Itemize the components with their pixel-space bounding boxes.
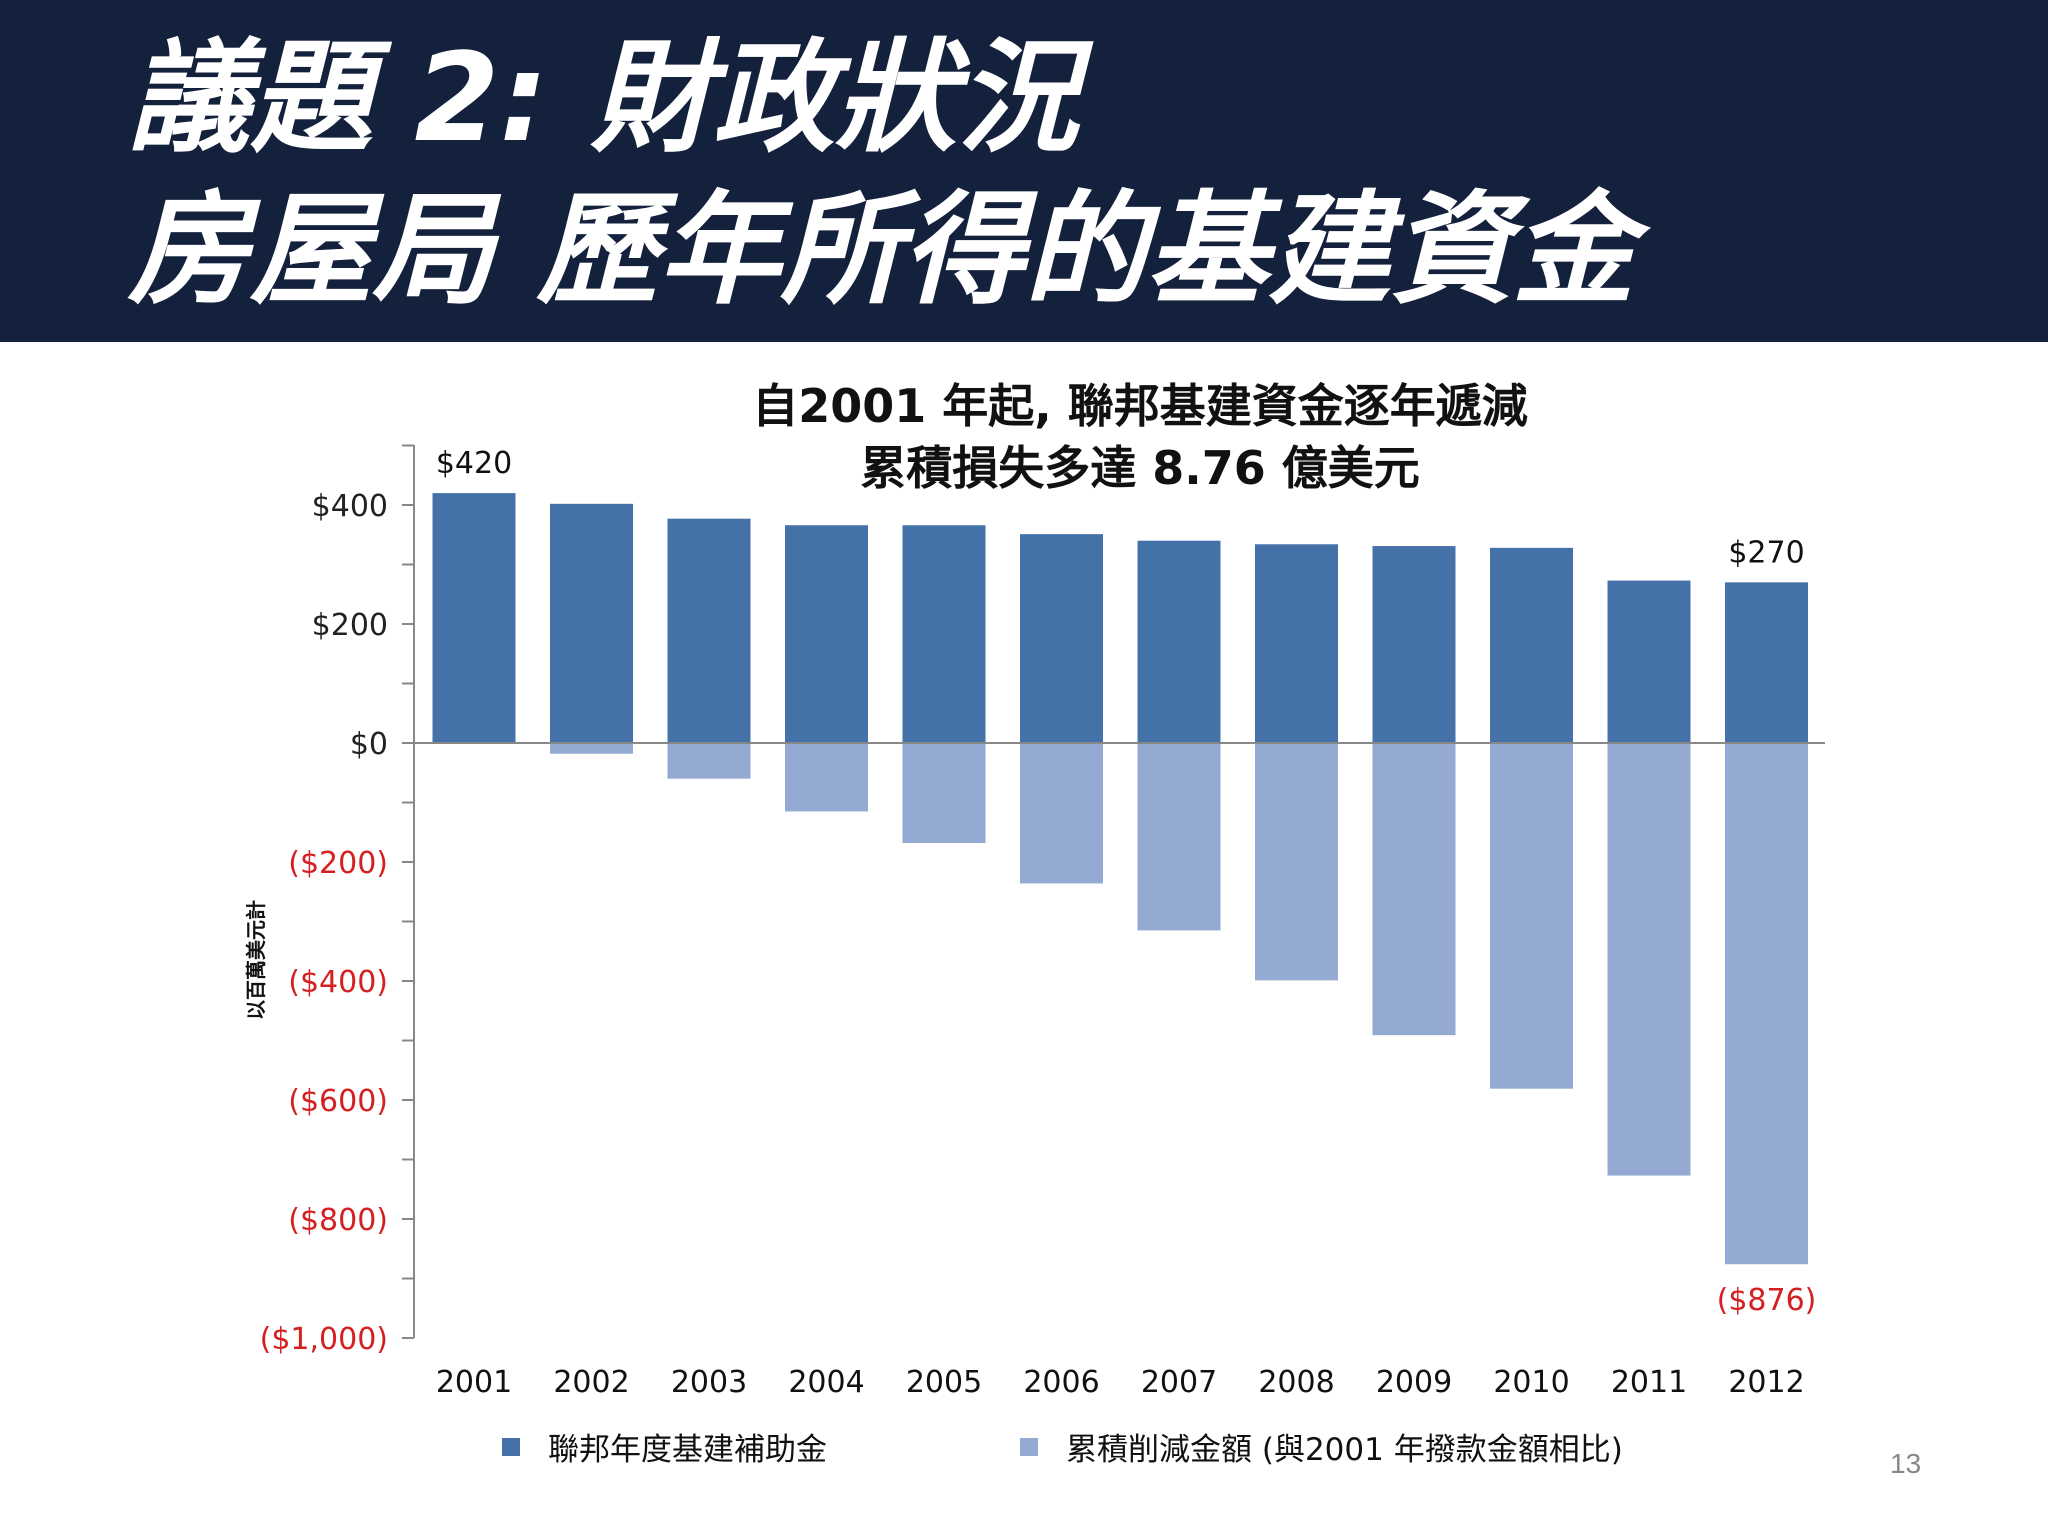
x-tick-label: 2002 bbox=[553, 1365, 629, 1400]
bar-reduction bbox=[667, 743, 751, 779]
x-tick-label: 2010 bbox=[1493, 1365, 1569, 1400]
bar-reduction bbox=[902, 743, 986, 843]
legend-item-funding: 聯邦年度基建補助金 bbox=[502, 1424, 827, 1469]
bar-reduction bbox=[1490, 743, 1573, 1089]
x-tick-label: 2011 bbox=[1611, 1365, 1687, 1400]
title-banner: 議題 2: 財政狀況 房屋局 歷年所得的基建資金 bbox=[0, 0, 2048, 342]
y-axis-label: 以百萬美元計 bbox=[244, 900, 268, 1020]
x-tick-label: 2003 bbox=[671, 1365, 747, 1400]
y-tick-label: ($1,000) bbox=[260, 1322, 388, 1357]
slide-title-line2: 房屋局 歷年所得的基建資金 bbox=[128, 179, 1635, 321]
bar-funding bbox=[1490, 547, 1573, 743]
data-label: $270 bbox=[1728, 535, 1804, 570]
y-tick-label: $400 bbox=[312, 489, 388, 524]
chart-subtitle: 累積損失多達 8.76 億美元 bbox=[860, 441, 1420, 495]
slide-title-line1: 議題 2: 財政狀況 bbox=[128, 27, 1079, 169]
legend-swatch-funding bbox=[502, 1437, 520, 1456]
x-tick-label: 2004 bbox=[788, 1365, 864, 1400]
x-tick-label: 2012 bbox=[1728, 1365, 1804, 1400]
bar-funding bbox=[902, 525, 986, 743]
bar-reduction bbox=[1137, 743, 1221, 931]
bar-reduction bbox=[1255, 743, 1338, 981]
data-label: $420 bbox=[436, 446, 512, 481]
bar-funding bbox=[432, 493, 516, 743]
bar-funding bbox=[1372, 546, 1456, 743]
bar-funding bbox=[1020, 534, 1103, 743]
x-tick-label: 2005 bbox=[906, 1365, 982, 1400]
bar-funding bbox=[785, 525, 868, 743]
y-tick-label: ($400) bbox=[288, 965, 388, 1000]
legend-swatch-reduction bbox=[1020, 1437, 1038, 1456]
x-tick-label: 2006 bbox=[1023, 1365, 1099, 1400]
legend-item-reduction: 累積削減金額 (與2001 年撥款金額相比) bbox=[1020, 1424, 1623, 1469]
chart-title: 自2001 年起, 聯邦基建資金逐年遞減 bbox=[752, 379, 1528, 433]
bar-reduction bbox=[1020, 743, 1103, 884]
legend-label-funding: 聯邦年度基建補助金 bbox=[548, 1432, 827, 1468]
x-tick-label: 2007 bbox=[1141, 1365, 1217, 1400]
bar-funding bbox=[1137, 540, 1221, 743]
x-tick-label: 2009 bbox=[1376, 1365, 1452, 1400]
x-tick-label: 2008 bbox=[1258, 1365, 1334, 1400]
y-tick-label: $200 bbox=[312, 608, 388, 643]
page-number: 13 bbox=[1890, 1448, 1922, 1479]
bar-funding bbox=[667, 518, 751, 743]
bar-reduction bbox=[1372, 743, 1456, 1036]
y-tick-label: ($600) bbox=[288, 1084, 388, 1119]
bar-funding bbox=[1607, 580, 1691, 743]
bar-funding bbox=[550, 503, 633, 743]
bar-reduction bbox=[785, 743, 868, 812]
bar-reduction bbox=[1725, 743, 1808, 1265]
data-label: ($876) bbox=[1717, 1283, 1817, 1318]
legend-label-reduction: 累積削減金額 (與2001 年撥款金額相比) bbox=[1066, 1432, 1623, 1468]
x-tick-label: 2001 bbox=[436, 1365, 512, 1400]
bar-reduction bbox=[550, 743, 633, 754]
y-tick-label: ($800) bbox=[288, 1203, 388, 1238]
y-tick-label: $0 bbox=[350, 727, 388, 762]
bar-funding bbox=[1725, 582, 1808, 743]
bar-reduction bbox=[1607, 743, 1691, 1176]
bar-funding bbox=[1255, 544, 1338, 743]
y-tick-label: ($200) bbox=[288, 846, 388, 881]
